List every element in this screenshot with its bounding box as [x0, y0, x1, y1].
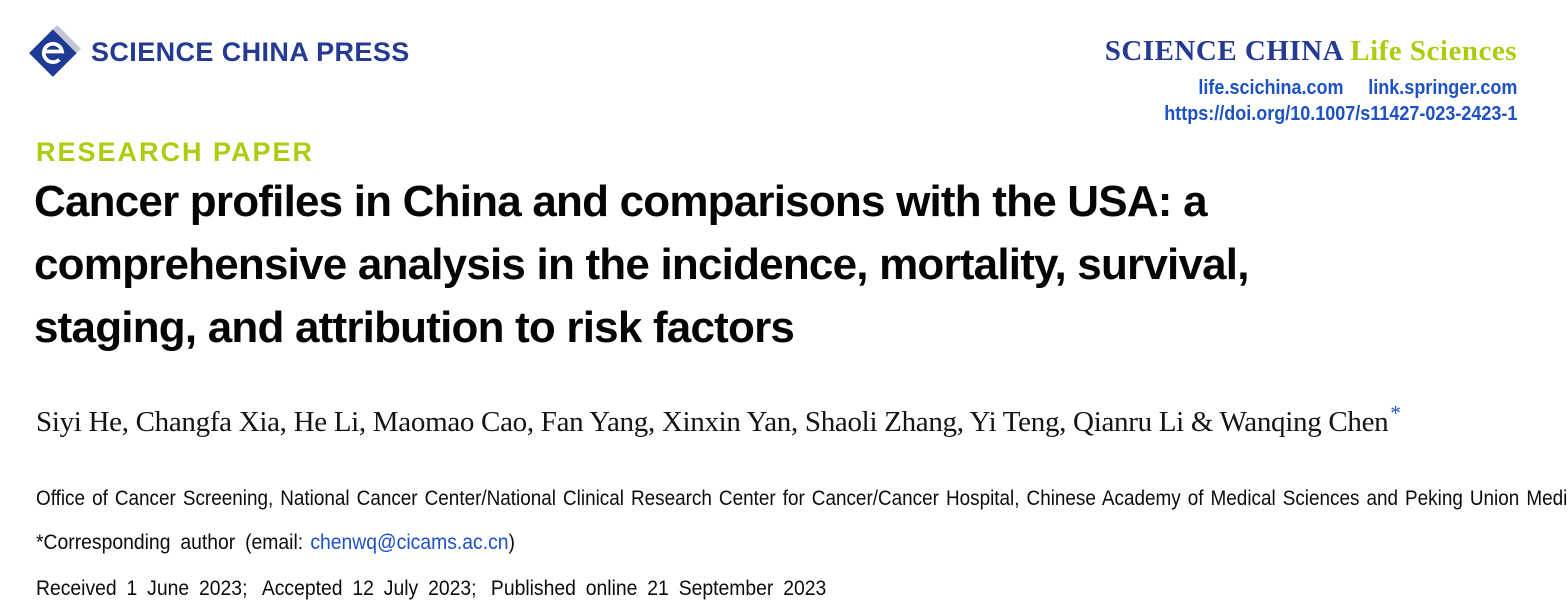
- doi-link[interactable]: https://doi.org/10.1007/s11427-023-2423-…: [1163, 103, 1517, 125]
- article-title-line: Cancer profiles in China and comparisons…: [34, 177, 1208, 226]
- article-category: RESEARCH PAPER: [36, 137, 315, 167]
- journal-name: SCIENCE CHINA Life Sciences: [1105, 36, 1517, 66]
- corresponding-author-row: *Corresponding author (email: chenwq@cica…: [36, 530, 568, 555]
- article-title: Cancer profiles in China and comparisons…: [34, 170, 1249, 359]
- journal-site-link[interactable]: life.scichina.com: [1198, 77, 1344, 99]
- article-dates-row: Received 1 June 2023; Accepted 12 July 20…: [36, 576, 914, 601]
- received-date: Received 1 June 2023;: [36, 576, 248, 600]
- doi-row: https://doi.org/10.1007/s11427-023-2423-…: [1105, 102, 1517, 126]
- journal-links-row: life.scichina.com link.springer.com: [1105, 76, 1517, 100]
- affiliation: Office of Cancer Screening, National Can…: [36, 487, 1568, 510]
- springer-site-link[interactable]: link.springer.com: [1367, 77, 1517, 99]
- corresponding-suffix: ): [508, 530, 515, 554]
- author-list: Siyi He, Changfa Xia, He Li, Maomao Cao,…: [36, 401, 1401, 439]
- corresponding-author-marker: *: [1390, 401, 1401, 425]
- journal-subtitle: Life Sciences: [1350, 35, 1517, 67]
- publisher-brand: SCIENCE CHINA PRESS: [28, 25, 410, 79]
- article-title-line: comprehensive analysis in the incidence,…: [34, 240, 1249, 289]
- corresponding-email-link[interactable]: chenwq@cicams.ac.cn: [310, 530, 509, 554]
- science-china-press-logo-icon: [28, 25, 82, 79]
- accepted-date: Accepted 12 July 2023;: [261, 576, 477, 600]
- published-date: Published online 21 September 2023: [490, 576, 827, 600]
- journal-title: SCIENCE CHINA: [1104, 35, 1343, 67]
- publisher-name: SCIENCE CHINA PRESS: [91, 36, 410, 67]
- article-title-line: staging, and attribution to risk factors: [34, 303, 795, 352]
- journal-masthead: SCIENCE CHINA Life Sciences life.scichin…: [1105, 36, 1517, 126]
- corresponding-prefix: *Corresponding author (email:: [36, 530, 304, 554]
- affiliation-row: Office of Cancer Screening, National Can…: [36, 487, 1568, 511]
- author-names: Siyi He, Changfa Xia, He Li, Maomao Cao,…: [36, 406, 1389, 438]
